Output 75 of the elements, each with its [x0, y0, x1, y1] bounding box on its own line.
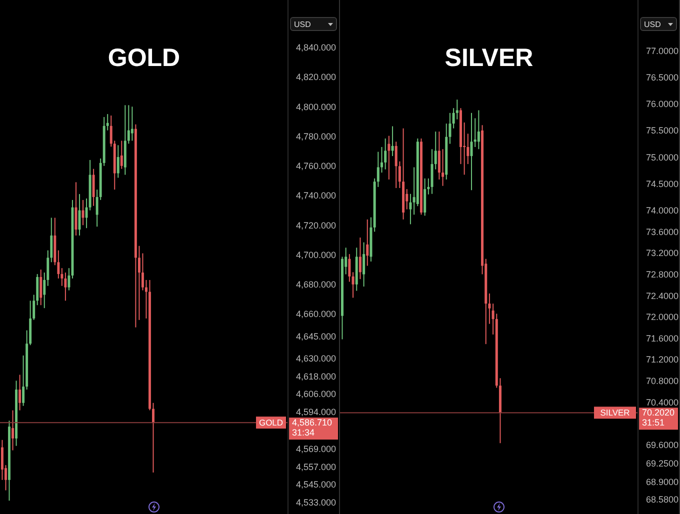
- y-tick-label: 70.8000: [646, 376, 679, 386]
- y-tick-label: 76.5000: [646, 72, 679, 82]
- candlestick: [456, 99, 458, 120]
- text: GOLD: [106, 44, 182, 73]
- candlestick: [120, 140, 123, 170]
- y-tick-label: 75.5000: [646, 126, 679, 136]
- candlestick: [92, 168, 95, 206]
- y-tick-label: 4,720.000: [296, 220, 336, 230]
- ref-line-label: GOLD: [258, 418, 284, 428]
- text: 4,586.710: [292, 418, 332, 428]
- ref-line-label: SILVER: [600, 408, 630, 418]
- candlestick: [384, 138, 387, 170]
- y-tick-label: 4,800.000: [296, 102, 336, 112]
- y-tick-label: 74.5000: [646, 178, 679, 189]
- y-tick-label: 75.0000: [646, 152, 679, 162]
- y-tick-label: 4,630.000: [296, 354, 336, 364]
- candlestick: [348, 254, 351, 282]
- candlestick: [12, 410, 14, 451]
- y-tick-label: 77.0000: [646, 46, 679, 56]
- candlestick: [391, 126, 394, 157]
- y-tick-label: 4,840.000: [296, 42, 336, 53]
- y-tick-label: 4,645.000: [296, 331, 336, 342]
- y-tick-label: 4,606.000: [296, 389, 336, 400]
- text: 31:51: [642, 418, 665, 428]
- y-tick-label: 4,740.000: [296, 190, 336, 201]
- y-tick-label: 76.0000: [646, 99, 679, 110]
- y-tick-label: 68.9000: [646, 477, 679, 488]
- y-tick-label: 74.0000: [646, 206, 679, 216]
- candlestick: [358, 237, 362, 280]
- y-tick-label: 4,780.000: [296, 131, 336, 142]
- y-tick-label: 4,545.000: [296, 480, 336, 490]
- text: USD: [294, 20, 311, 28]
- candlestick: [64, 272, 67, 302]
- candlestick: [352, 272, 354, 298]
- y-tick-label: 4,533.000: [296, 497, 336, 508]
- y-tick-label: 4,760.000: [296, 161, 336, 172]
- y-tick-label: 4,557.000: [296, 462, 336, 472]
- y-tick-label: 4,618.000: [296, 371, 336, 382]
- y-tick-label: 71.6000: [646, 333, 679, 344]
- text: 31:34: [292, 428, 315, 438]
- y-tick-label: 4,569.000: [296, 444, 336, 454]
- y-tick-label: 69.6000: [646, 440, 679, 450]
- candlestick: [366, 218, 369, 266]
- candlestick: [18, 374, 22, 411]
- text: SILVER: [444, 44, 534, 73]
- y-tick-label: 72.0000: [646, 312, 679, 322]
- y-tick-label: 4,700.000: [296, 250, 336, 260]
- y-tick-label: 4,820.000: [296, 72, 336, 82]
- candlestick: [394, 141, 398, 189]
- y-tick-label: 73.2000: [646, 248, 679, 258]
- y-tick-label: 71.2000: [646, 354, 679, 365]
- candlestick: [438, 131, 440, 180]
- y-tick-label: 68.5800: [646, 494, 679, 504]
- candlestick: [130, 106, 134, 142]
- y-tick-label: 70.4000: [646, 397, 679, 408]
- y-tick-label: 73.6000: [646, 226, 679, 237]
- candlestick: [470, 112, 473, 191]
- candlestick: [380, 146, 384, 174]
- y-tick-label: 4,660.000: [296, 309, 336, 320]
- candlestick: [477, 110, 480, 150]
- y-tick-label: 72.4000: [646, 290, 679, 301]
- y-tick-label: 72.8000: [646, 270, 679, 280]
- y-tick-label: 4,594.000: [296, 406, 336, 417]
- text: 70.2020: [642, 408, 675, 418]
- candlestick: [152, 402, 154, 474]
- candlestick: [442, 148, 444, 186]
- candlestick: [388, 135, 390, 180]
- candlestick: [116, 144, 120, 178]
- y-tick-label: 4,680.000: [296, 280, 336, 290]
- text: USD: [644, 20, 661, 28]
- y-tick-label: 69.2500: [646, 458, 679, 469]
- candlestick: [362, 242, 366, 288]
- candlestick: [40, 269, 42, 306]
- candlestick: [409, 193, 412, 225]
- candlestick: [424, 178, 426, 216]
